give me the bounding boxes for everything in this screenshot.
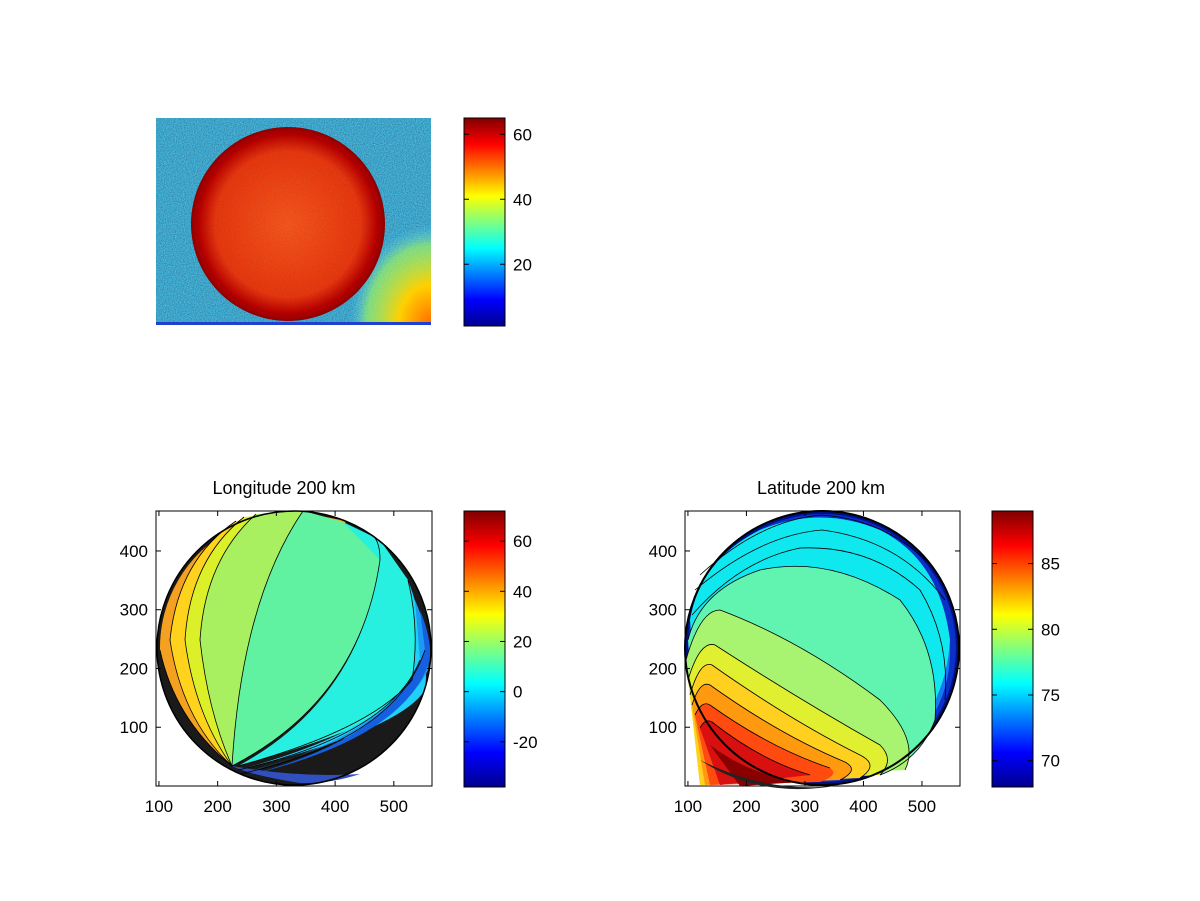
x-tick-label: 300 — [262, 797, 290, 816]
panel-3-colorbar-ticks: 70 75 80 85 — [992, 555, 1060, 771]
panel-2: Longitude 200 km — [120, 478, 538, 816]
x-tick-label: 400 — [321, 797, 349, 816]
panel-3: Latitude 200 km — [649, 478, 1060, 816]
panel-2-disk — [156, 510, 432, 786]
colorbar-tick-label: 20 — [513, 632, 532, 651]
y-tick-label: 100 — [649, 718, 677, 737]
panel-3-disk — [684, 510, 960, 790]
colorbar-tick-label: 60 — [513, 532, 532, 551]
panel-2-colorbar-ticks: -20 0 20 40 60 — [464, 532, 538, 752]
colorbar-tick-label: 75 — [1041, 686, 1060, 705]
colorbar-tick-label: 40 — [513, 582, 532, 601]
panel-3-colorbar — [991, 510, 1034, 788]
panel-2-title: Longitude 200 km — [212, 478, 355, 498]
x-tick-label: 500 — [908, 797, 936, 816]
panel-1: 20 40 60 — [156, 117, 532, 327]
y-tick-label: 300 — [649, 601, 677, 620]
y-tick-label: 100 — [120, 718, 148, 737]
panel-1-colorbar-ticks: 20 40 60 — [464, 125, 532, 274]
panel-3-ticks: 100 200 300 400 500 100 200 300 400 — [649, 511, 960, 816]
x-tick-label: 100 — [145, 797, 173, 816]
y-tick-label: 200 — [120, 659, 148, 678]
panel-2-ticks: 100 200 300 400 500 100 200 300 400 — [120, 511, 432, 816]
colorbar-tick-label: 0 — [513, 683, 522, 702]
colorbar-tick-label: 80 — [1041, 620, 1060, 639]
x-tick-label: 200 — [732, 797, 760, 816]
y-tick-label: 400 — [649, 542, 677, 561]
colorbar-tick-label: 70 — [1041, 752, 1060, 771]
colorbar-tick-label: 20 — [513, 255, 532, 274]
colorbar-tick-label: 85 — [1041, 555, 1060, 574]
panel-2-colorbar — [463, 510, 506, 788]
x-tick-label: 400 — [849, 797, 877, 816]
colorbar-tick-label: -20 — [513, 733, 538, 752]
panel-1-image — [156, 118, 431, 325]
x-tick-label: 500 — [380, 797, 408, 816]
x-tick-label: 300 — [791, 797, 819, 816]
y-tick-label: 200 — [649, 659, 677, 678]
y-tick-label: 400 — [120, 542, 148, 561]
panel-3-title: Latitude 200 km — [757, 478, 885, 498]
x-tick-label: 100 — [674, 797, 702, 816]
x-tick-label: 200 — [203, 797, 231, 816]
y-tick-label: 300 — [120, 601, 148, 620]
colorbar-tick-label: 40 — [513, 190, 532, 209]
colorbar-tick-label: 60 — [513, 125, 532, 144]
panel-1-colorbar — [463, 117, 506, 327]
